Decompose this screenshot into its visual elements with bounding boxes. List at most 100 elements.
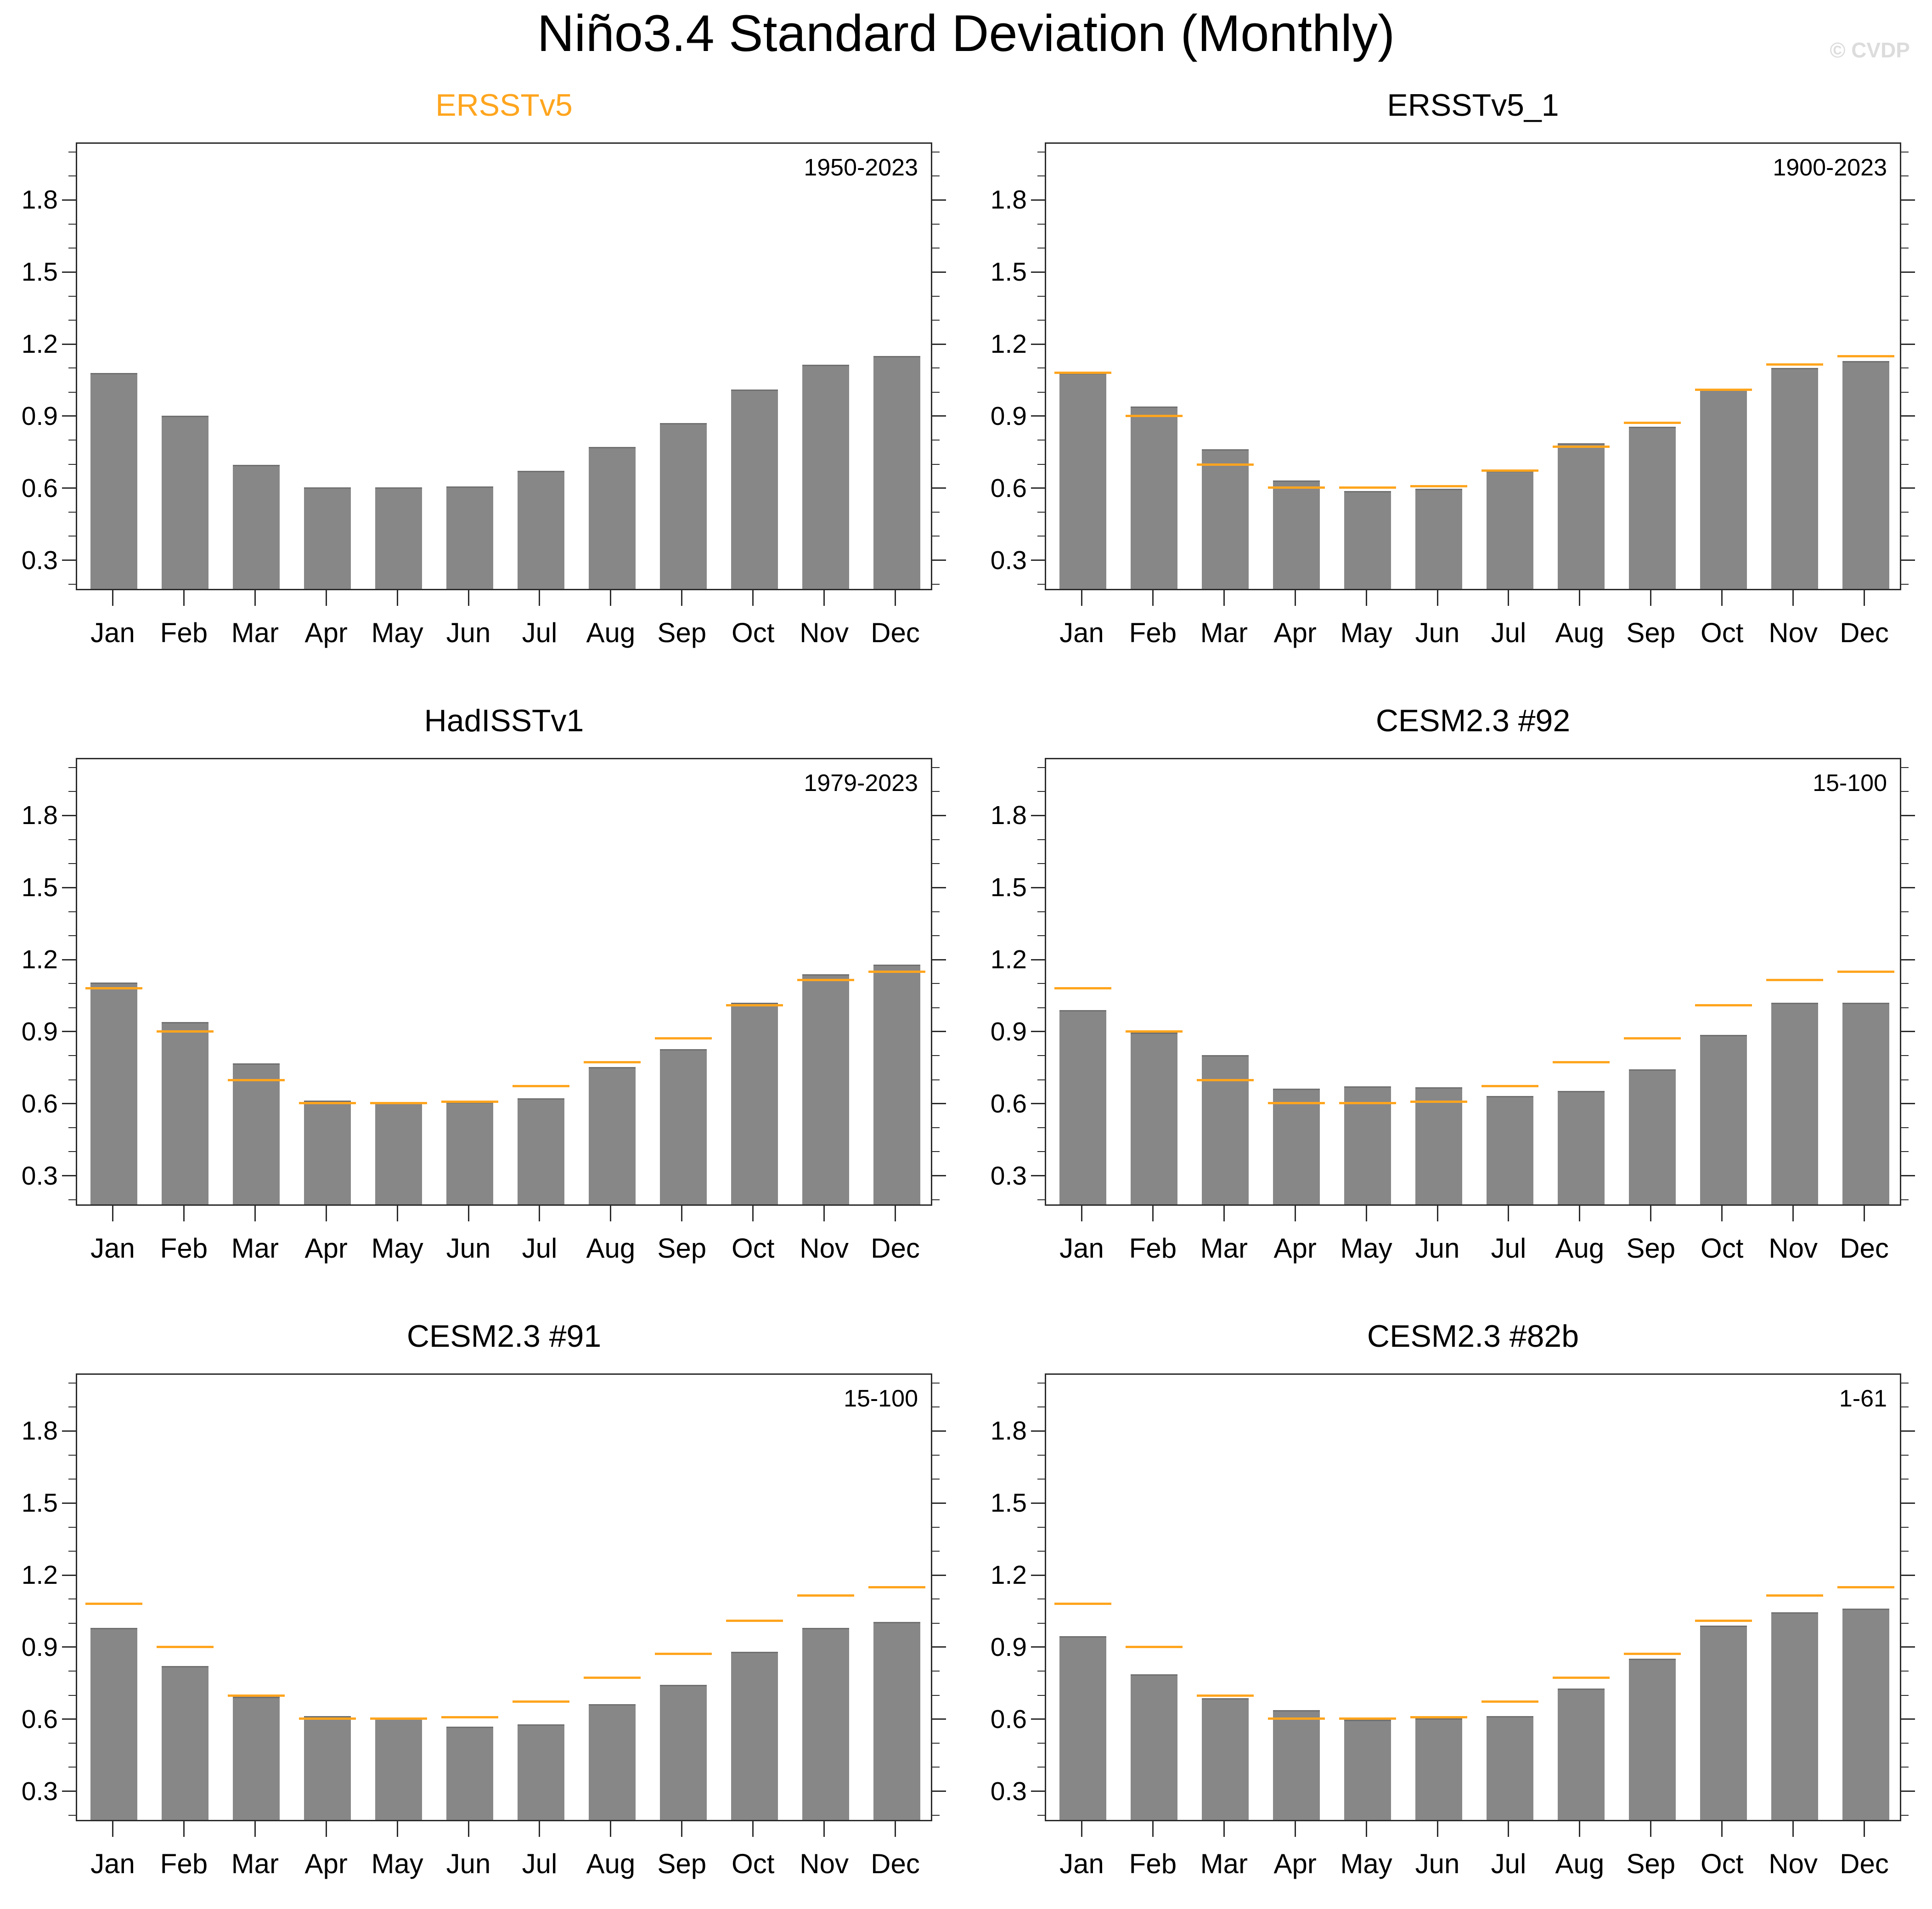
x-tick-label: Nov xyxy=(1769,617,1818,648)
reference-line-feb xyxy=(157,1645,214,1648)
x-tick xyxy=(1365,590,1367,606)
x-tick-label: Feb xyxy=(1129,1848,1177,1879)
y-tick-label: 1.2 xyxy=(990,1560,1027,1590)
y-major-tick-left xyxy=(62,1718,76,1720)
y-minor-tick-right xyxy=(1901,367,1909,369)
y-minor-tick-left xyxy=(1037,1127,1045,1129)
y-minor-tick-left xyxy=(1037,935,1045,936)
y-minor-tick-left xyxy=(68,391,76,393)
x-tick-label: Sep xyxy=(657,1233,707,1264)
y-tick-label: 1.2 xyxy=(990,945,1027,975)
x-tick-label: Jul xyxy=(1491,617,1526,648)
x-tick xyxy=(610,1206,612,1221)
panel-title: ERSSTv5_1 xyxy=(1387,88,1559,123)
plot-area: 15-100 xyxy=(76,1373,932,1821)
bar-aug xyxy=(588,446,636,589)
y-major-tick-right xyxy=(932,814,946,816)
reference-line-jul xyxy=(1481,1085,1538,1088)
bar-jun xyxy=(1415,1718,1463,1820)
y-minor-tick-left xyxy=(68,1526,76,1528)
x-tick-label: Nov xyxy=(800,1233,849,1264)
reference-line-nov xyxy=(797,979,854,982)
y-minor-tick-right xyxy=(1901,1622,1909,1624)
reference-line-aug xyxy=(1552,1677,1610,1679)
y-major-tick-right xyxy=(1901,559,1915,561)
panel-title: CESM2.3 #82b xyxy=(1367,1319,1579,1354)
y-minor-tick-left xyxy=(1037,1382,1045,1384)
y-tick-label: 0.6 xyxy=(990,1704,1027,1734)
x-tick xyxy=(823,1821,825,1837)
y-minor-tick-right xyxy=(932,319,940,321)
x-tick-label: Sep xyxy=(1626,1233,1676,1264)
y-major-tick-left xyxy=(62,1574,76,1576)
x-tick-label: Apr xyxy=(1273,617,1317,648)
y-major-tick-right xyxy=(1901,199,1915,201)
y-minor-tick-left xyxy=(68,1550,76,1552)
y-minor-tick-left xyxy=(68,1079,76,1080)
reference-line-jul xyxy=(1481,1700,1538,1703)
y-minor-tick-right xyxy=(1901,175,1909,177)
y-minor-tick-right xyxy=(1901,1479,1909,1480)
x-tick-label: Dec xyxy=(871,1848,920,1879)
y-minor-tick-right xyxy=(1901,1199,1909,1200)
x-tick xyxy=(1081,1821,1082,1837)
bar-mar xyxy=(1202,1698,1249,1820)
y-minor-tick-right xyxy=(1901,248,1909,249)
x-tick-label: May xyxy=(1340,1233,1392,1264)
y-major-tick-right xyxy=(1901,1031,1915,1033)
x-tick-label: Aug xyxy=(586,1233,636,1264)
bar-oct xyxy=(731,1002,778,1204)
y-tick-label: 0.3 xyxy=(990,1161,1027,1191)
y-minor-tick-left xyxy=(1037,319,1045,321)
y-minor-tick-right xyxy=(1901,1454,1909,1456)
bar-oct xyxy=(731,390,778,589)
y-minor-tick-left xyxy=(1037,248,1045,249)
y-minor-tick-left xyxy=(1037,583,1045,585)
figure-title: Niño3.4 Standard Deviation (Monthly) xyxy=(537,5,1395,62)
y-minor-tick-right xyxy=(932,791,940,792)
bar-jun xyxy=(446,1101,494,1204)
y-major-tick-left xyxy=(1031,1430,1045,1432)
y-tick-label: 1.8 xyxy=(21,185,58,215)
y-minor-tick-left xyxy=(1037,175,1045,177)
reference-line-feb xyxy=(1126,414,1183,417)
y-major-tick-right xyxy=(1901,1175,1915,1177)
x-tick xyxy=(1294,590,1296,606)
x-tick-label: Oct xyxy=(1701,1233,1744,1264)
y-minor-tick-right xyxy=(932,248,940,249)
y-major-tick-right xyxy=(932,1574,946,1576)
y-minor-tick-left xyxy=(68,175,76,177)
plot-area: 1900-2023 xyxy=(1045,142,1901,590)
y-major-tick-left xyxy=(1031,487,1045,489)
y-major-tick-left xyxy=(62,1646,76,1648)
y-minor-tick-left xyxy=(1037,1199,1045,1200)
y-tick-label: 1.8 xyxy=(21,1416,58,1446)
x-tick xyxy=(1223,590,1225,606)
y-minor-tick-right xyxy=(1901,1055,1909,1056)
y-major-tick-left xyxy=(1031,1574,1045,1576)
y-minor-tick-left xyxy=(1037,512,1045,513)
bar-feb xyxy=(162,1022,209,1204)
x-tick-label: Jan xyxy=(1059,1848,1104,1879)
reference-line-may xyxy=(370,1717,428,1720)
x-tick xyxy=(1508,590,1510,606)
reference-line-jan xyxy=(1054,987,1112,990)
y-minor-tick-right xyxy=(932,935,940,936)
y-tick-label: 1.5 xyxy=(990,1488,1027,1518)
y-minor-tick-left xyxy=(1037,1479,1045,1480)
y-major-tick-left xyxy=(1031,343,1045,345)
x-tick-label: Jul xyxy=(1491,1848,1526,1879)
y-major-tick-left xyxy=(1031,1790,1045,1792)
y-minor-tick-right xyxy=(932,1550,940,1552)
y-minor-tick-right xyxy=(1901,1526,1909,1528)
x-tick xyxy=(1579,1821,1581,1837)
x-tick xyxy=(1650,1821,1652,1837)
reference-line-mar xyxy=(1197,463,1254,466)
bar-jan xyxy=(1059,373,1107,589)
bar-jan xyxy=(90,982,138,1204)
y-minor-tick-right xyxy=(932,1767,940,1768)
y-minor-tick-left xyxy=(1037,367,1045,369)
x-tick xyxy=(752,1206,754,1221)
x-tick-label: Jan xyxy=(1059,1233,1104,1264)
reference-line-apr xyxy=(1268,486,1325,489)
